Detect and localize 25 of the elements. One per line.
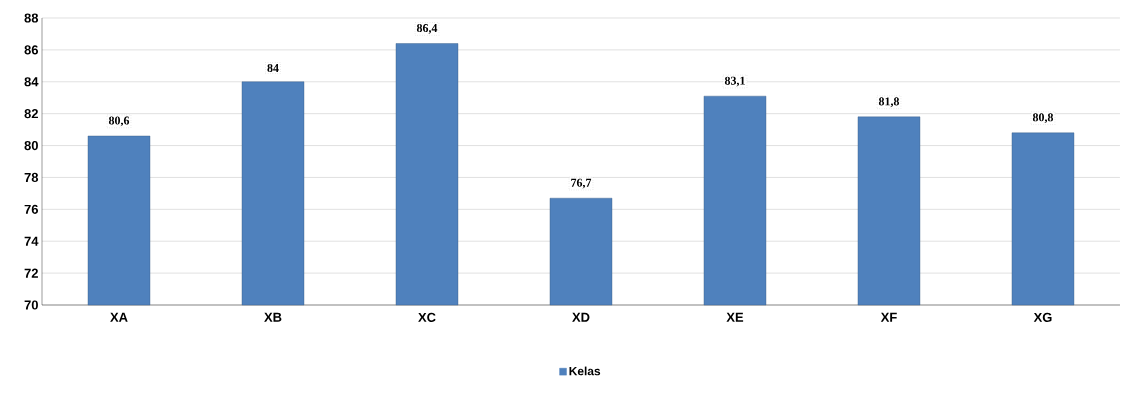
y-tick-label: 86	[24, 45, 39, 55]
data-label: 84	[267, 64, 279, 73]
y-tick-label: 80	[24, 140, 38, 151]
y-tick-label: 78	[24, 172, 39, 183]
x-tick-label: XB	[264, 312, 282, 322]
data-label: 83,1	[724, 76, 745, 87]
y-tick-label: 74	[24, 236, 39, 246]
data-label: 86,4	[416, 24, 438, 34]
data-label: 80,8	[1032, 113, 1054, 124]
x-tick-label: XG	[1033, 312, 1052, 322]
y-tick-label: 84	[24, 77, 39, 87]
y-tick-label: 72	[24, 268, 38, 278]
y-tick-label: 76	[24, 204, 39, 214]
data-label: 81,8	[878, 97, 900, 108]
data-label: 76,7	[571, 178, 592, 189]
x-tick-label: XF	[880, 312, 897, 322]
data-label: 80,6	[108, 116, 130, 127]
x-tick-label: XA	[110, 312, 128, 322]
x-tick-label: XE	[726, 312, 744, 322]
y-tick-label: 70	[24, 300, 38, 310]
legend-label: Kelas	[569, 366, 601, 376]
y-tick-label: 88	[24, 13, 39, 23]
x-tick-label: XD	[572, 312, 590, 322]
x-tick-label: XC	[418, 312, 436, 322]
y-tick-label: 82	[24, 109, 38, 119]
